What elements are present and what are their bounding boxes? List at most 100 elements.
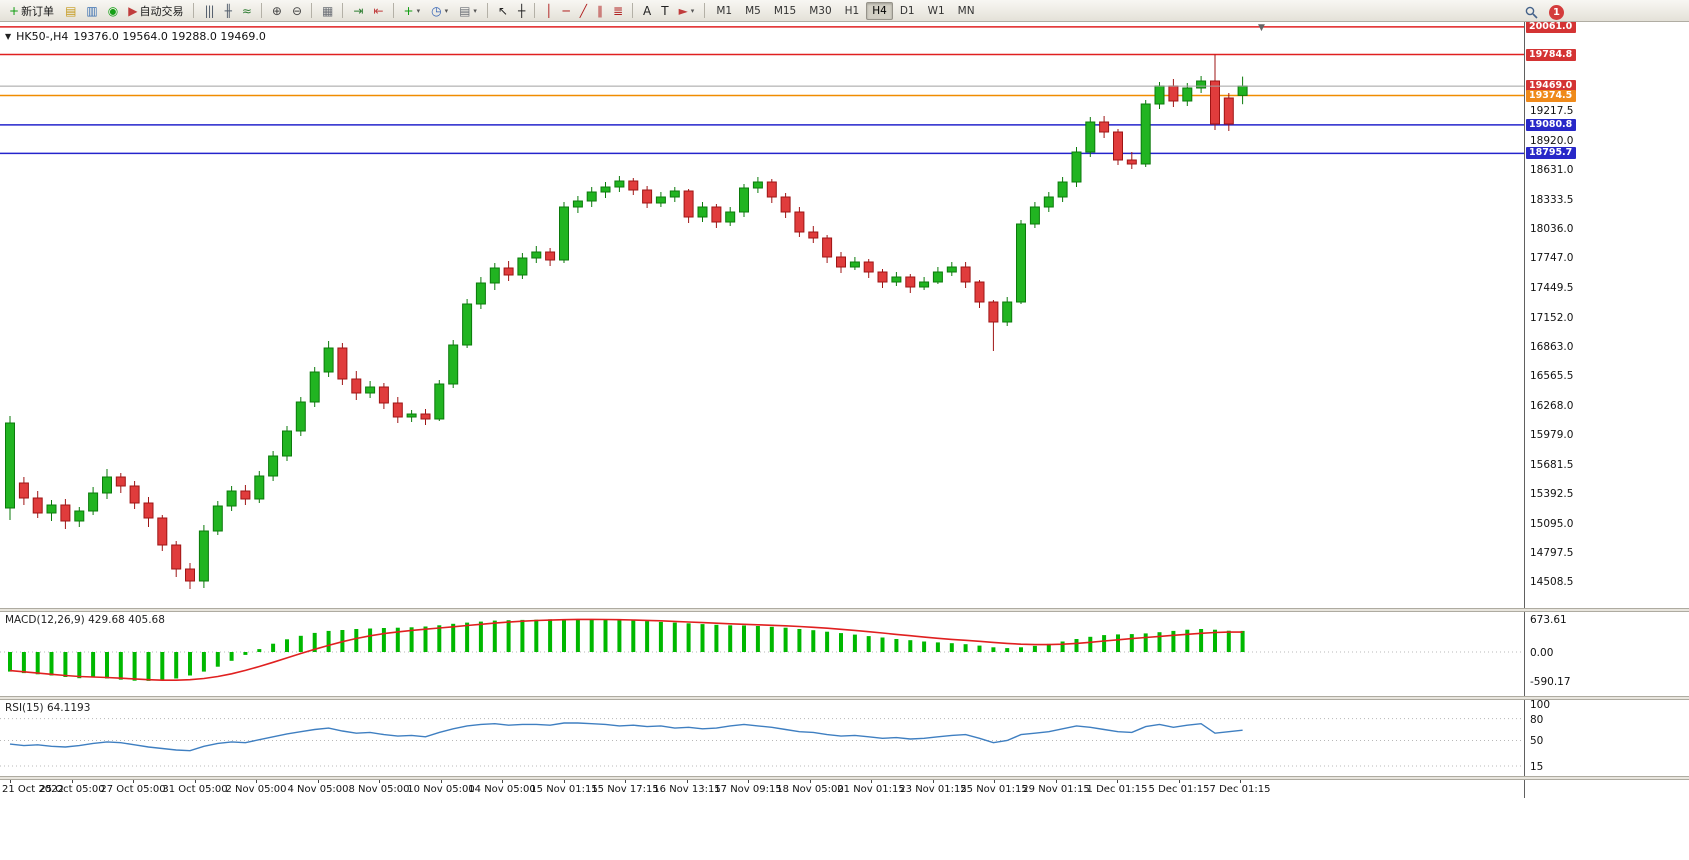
- community-icon: ◉: [107, 3, 119, 18]
- chart-shift-button[interactable]: ⇤: [368, 1, 387, 21]
- macd-histogram-bar: [1171, 630, 1176, 652]
- new-order-button[interactable]: + 新订单: [4, 1, 59, 21]
- timeframe-h4-button[interactable]: H4: [866, 1, 893, 20]
- macd-histogram-bar: [908, 640, 913, 652]
- terminal-button[interactable]: ▥: [81, 1, 101, 21]
- arrows-button[interactable]: ► ▾: [674, 1, 700, 21]
- time-axis[interactable]: 21 Oct 2022 25 Oct 05:00 27 Oct 05:00 31 Oc…: [0, 780, 1524, 798]
- price-axis[interactable]: 19217.5 18920.0 18631.0 18333.5 18036.0 17747…: [1524, 21, 1689, 798]
- time-axis-label: 4 Nov 05:00: [287, 784, 349, 795]
- macd-histogram-bar: [8, 652, 12, 672]
- candlestick-chart-canvas[interactable]: [0, 22, 1524, 608]
- rsi-indicator-panel[interactable]: RSI(15) 64.1193: [0, 700, 1524, 776]
- macd-histogram-bar: [922, 641, 927, 652]
- time-axis-label: 31 Oct 05:00: [162, 784, 228, 795]
- time-axis-label: 10 Nov 05:00: [407, 784, 475, 795]
- candle-38: [531, 246, 542, 263]
- time-axis-separator: [0, 776, 1689, 780]
- macd-histogram-bar: [852, 634, 857, 652]
- timeframe-d1-button[interactable]: D1: [899, 4, 915, 17]
- candle-68: [946, 262, 957, 276]
- timeframe-m15-button[interactable]: M15: [773, 4, 797, 17]
- vertical-line-button[interactable]: │: [540, 1, 556, 21]
- profiles-button[interactable]: ▤: [60, 1, 80, 21]
- fibonacci-button[interactable]: ≣: [608, 1, 627, 21]
- timeframe-h1-button[interactable]: H1: [844, 4, 860, 17]
- indicators-button[interactable]: + ▾: [399, 1, 426, 21]
- zoom-in-button[interactable]: ⊕: [267, 1, 286, 21]
- trendline-button[interactable]: ╱: [575, 1, 591, 21]
- label-button[interactable]: T: [656, 1, 672, 21]
- chart-shift-marker[interactable]: ▼: [1258, 23, 1265, 33]
- candle-76: [1057, 177, 1068, 202]
- price-axis-label: 17449.5: [1530, 282, 1574, 294]
- auto-scroll-button[interactable]: ⇥: [348, 1, 367, 21]
- cursor-button[interactable]: ↖: [493, 1, 512, 21]
- rsi-axis-label: 50: [1530, 735, 1544, 747]
- macd-histogram-bar: [298, 635, 303, 652]
- price-axis-label: 18333.5: [1530, 194, 1574, 206]
- candle-12: [171, 541, 182, 577]
- candle-85: [1182, 83, 1193, 106]
- candle-14: [198, 525, 209, 588]
- toolbar-separator: [632, 3, 633, 18]
- zoom-out-button[interactable]: ⊖: [287, 1, 306, 21]
- time-axis-label: 14 Nov 05:00: [468, 784, 536, 795]
- time-axis-label: 2 Nov 05:00: [225, 784, 287, 795]
- toolbar-separator: [193, 3, 195, 18]
- main-chart-panel[interactable]: ▼ HK50-,H4 19376.0 19564.0 19288.0 19469…: [0, 22, 1524, 608]
- macd-histogram-bar: [825, 631, 830, 652]
- candle-40: [559, 202, 569, 263]
- time-tick: [441, 780, 442, 783]
- panel-separator-macd[interactable]: [0, 608, 1689, 612]
- candle-78: [1085, 117, 1096, 157]
- timeframe-m30-button[interactable]: M30: [809, 4, 832, 17]
- time-axis-label: 7 Dec 01:15: [1209, 784, 1271, 795]
- candle-21: [295, 397, 306, 436]
- bar-chart-button[interactable]: |||: [199, 1, 218, 21]
- macd-histogram-bar: [769, 626, 774, 652]
- candle-89: [1237, 76, 1248, 105]
- templates-button[interactable]: ▤ ▾: [454, 1, 482, 21]
- periods-button[interactable]: ◷ ▾: [426, 1, 453, 21]
- time-tick: [1179, 780, 1180, 783]
- tile-windows-button[interactable]: ▦: [317, 1, 337, 21]
- macd-histogram-bar: [312, 632, 317, 652]
- candlestick-chart-button[interactable]: ╫: [220, 1, 236, 21]
- add-indicator-icon: +: [403, 3, 414, 18]
- candle-77: [1071, 147, 1082, 187]
- notification-badge[interactable]: 1: [1549, 4, 1564, 20]
- panel-separator-rsi[interactable]: [0, 696, 1689, 700]
- resistance-line-19784-tag: 19784.8: [1526, 49, 1576, 61]
- macd-indicator-panel[interactable]: MACD(12,26,9) 429.68 405.68: [0, 612, 1524, 696]
- crosshair-button[interactable]: ┼: [513, 1, 529, 21]
- arrow-icon: ►: [678, 3, 688, 18]
- time-tick: [564, 780, 565, 783]
- horizontal-line-button[interactable]: ─: [557, 1, 573, 21]
- text-button[interactable]: A: [638, 1, 655, 21]
- community-button[interactable]: ◉: [103, 1, 122, 21]
- one-click-trading-icon[interactable]: ▼: [5, 32, 12, 41]
- timeframe-mn-button[interactable]: MN: [957, 4, 975, 17]
- time-tick: [502, 780, 503, 783]
- candle-65: [905, 274, 916, 293]
- candle-35: [489, 263, 500, 290]
- channel-button[interactable]: ∥: [592, 1, 607, 21]
- fibonacci-icon: ≣: [612, 3, 623, 18]
- line-chart-button[interactable]: ≈: [237, 1, 256, 21]
- candle-28: [392, 397, 403, 423]
- macd-histogram-bar: [686, 623, 691, 652]
- crosshair-icon: ┼: [518, 3, 525, 18]
- candle-82: [1140, 100, 1151, 167]
- price-axis-label: 15681.5: [1530, 459, 1574, 471]
- timeframe-m1-button[interactable]: M1: [716, 4, 733, 17]
- time-axis-label: 1 Dec 01:15: [1086, 784, 1148, 795]
- macd-histogram-bar: [963, 644, 968, 652]
- macd-histogram-bar: [534, 619, 539, 652]
- autotrading-button[interactable]: ▶ 自动交易: [123, 1, 188, 21]
- timeframe-m5-button[interactable]: M5: [745, 4, 761, 17]
- search-button[interactable]: [1520, 2, 1543, 22]
- toolbar-separator: [260, 3, 262, 18]
- price-axis-label: 18036.0: [1530, 223, 1574, 235]
- timeframe-w1-button[interactable]: W1: [927, 4, 945, 17]
